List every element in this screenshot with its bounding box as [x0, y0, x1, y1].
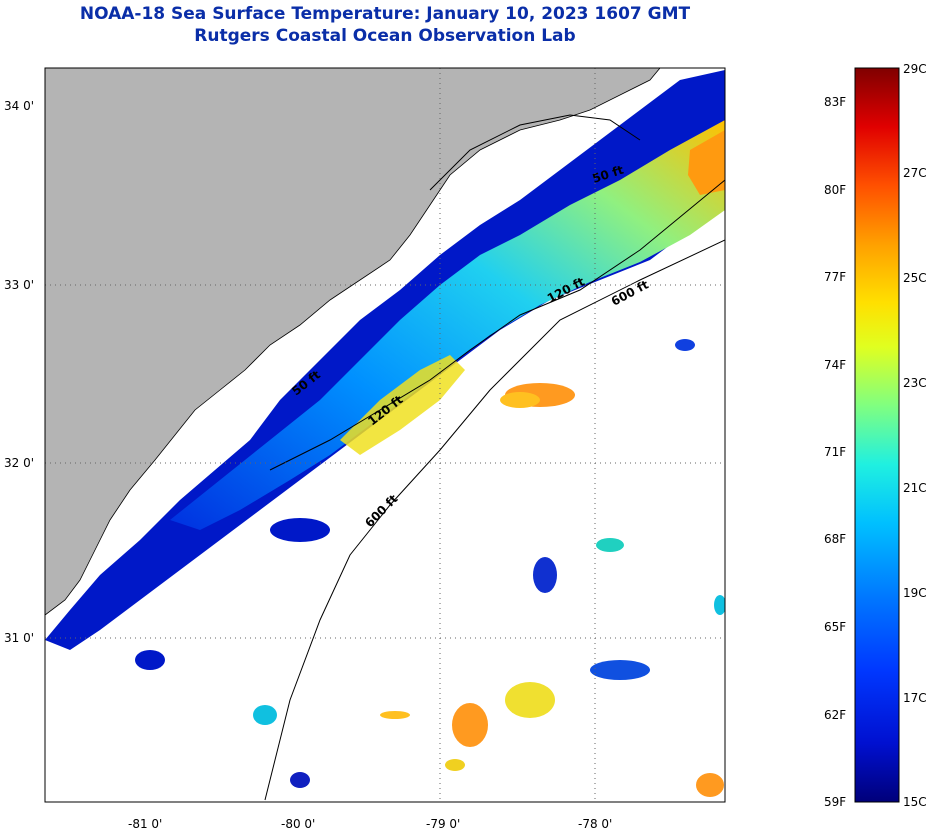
lat-label-34: 34 0': [4, 99, 34, 113]
lon-label-80: -80 0': [281, 817, 315, 831]
lon-label-81: -81 0': [128, 817, 162, 831]
lat-label-33: 33 0': [4, 278, 34, 292]
f-label-68: 68F: [824, 532, 846, 546]
colorbar: [854, 67, 900, 803]
map-subtitle: Rutgers Coastal Ocean Observation Lab: [194, 26, 576, 46]
map-frame: [44, 67, 726, 803]
colorbar-c-labels: 29C 27C 25C 23C 21C 19C 17C 15C: [903, 62, 927, 809]
f-label-71: 71F: [824, 445, 846, 459]
lat-label-32: 32 0': [4, 456, 34, 470]
isobaths: [264, 114, 725, 801]
f-label-65: 65F: [824, 620, 846, 634]
offshore-patches: [135, 339, 725, 797]
shelf-water: [170, 120, 725, 530]
graticule: [45, 68, 725, 802]
f-label-77: 77F: [824, 270, 846, 284]
coastline: [45, 68, 661, 616]
c-label-23: 23C: [903, 376, 927, 390]
colorbar-f-labels: 83F 80F 77F 74F 71F 68F 65F 62F 59F: [824, 95, 846, 809]
f-label-74: 74F: [824, 358, 846, 372]
c-label-27: 27C: [903, 166, 927, 180]
lat-label-31: 31 0': [4, 631, 34, 645]
f-label-83: 83F: [824, 95, 846, 109]
warm-core: [340, 355, 465, 455]
map-canvas: 50 ft 120 ft 600 ft 120 ft 600 ft 50 ft: [45, 68, 725, 802]
c-label-17: 17C: [903, 691, 927, 705]
f-label-62: 62F: [824, 708, 846, 722]
c-label-15: 15C: [903, 795, 927, 809]
warm-core-ne: [688, 130, 725, 195]
c-label-21: 21C: [903, 481, 927, 495]
c-label-19: 19C: [903, 586, 927, 600]
c-label-25: 25C: [903, 271, 927, 285]
c-label-29: 29C: [903, 62, 927, 76]
map-title: NOAA-18 Sea Surface Temperature: January…: [79, 4, 691, 24]
f-label-59: 59F: [824, 795, 846, 809]
land-mass: [45, 68, 660, 615]
lon-label-79: -79 0': [426, 817, 460, 831]
lon-label-78: -78 0': [578, 817, 612, 831]
f-label-80: 80F: [824, 183, 846, 197]
